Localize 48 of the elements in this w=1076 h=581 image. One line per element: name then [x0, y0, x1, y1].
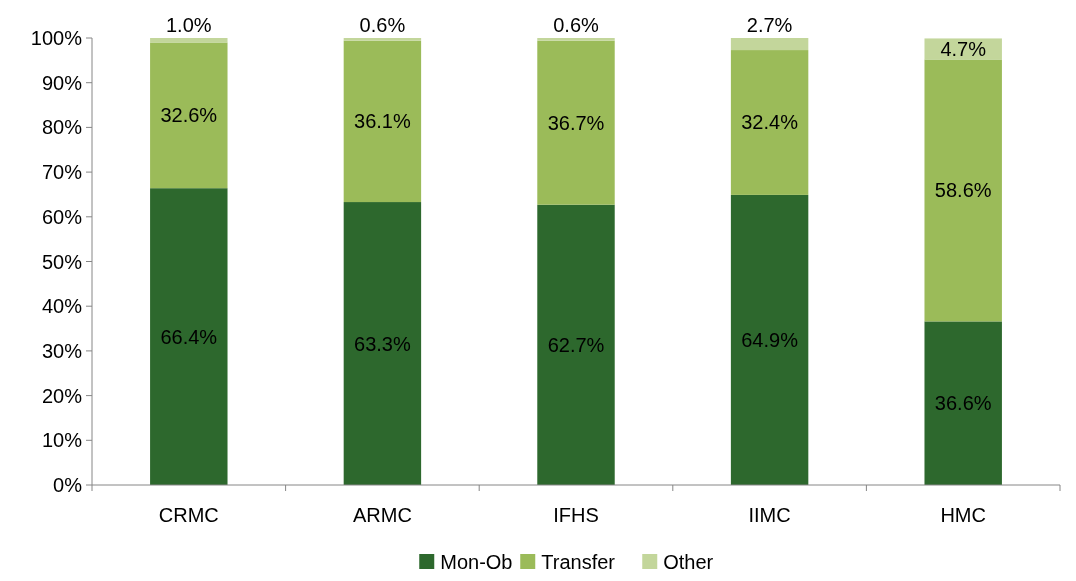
data-label: 0.6% [359, 14, 406, 36]
legend-label: Mon-Ob [440, 551, 513, 573]
y-tick-label: 10% [41, 429, 83, 452]
bar [537, 40, 615, 205]
y-tick-label: 80% [41, 116, 83, 139]
y-tick-label: 40% [41, 295, 83, 318]
x-tick-label: CRMC [158, 504, 219, 526]
y-tick-label: 100% [30, 27, 83, 49]
data-label: 64.9% [741, 328, 799, 351]
bar [150, 188, 228, 485]
data-label: 32.6% [160, 104, 218, 127]
bar [150, 38, 228, 43]
legend-label: Other [663, 551, 714, 573]
x-tick-label: ARMC [352, 504, 412, 526]
bar [150, 42, 228, 189]
bar [537, 204, 615, 485]
y-tick-label: 0% [53, 474, 83, 496]
bar [924, 321, 1002, 485]
data-label: 66.4% [160, 325, 218, 348]
data-label: 36.7% [547, 111, 605, 134]
x-tick-label: HMC [940, 504, 986, 526]
bar [924, 59, 1002, 322]
data-label: 36.6% [934, 392, 992, 415]
legend-label: Transfer [541, 551, 616, 573]
bar [343, 38, 422, 41]
data-label: 62.7% [547, 333, 605, 356]
y-tick-label: 60% [41, 205, 83, 228]
data-label: 0.6% [553, 14, 600, 36]
y-tick-label: 30% [41, 339, 83, 362]
bar [730, 194, 809, 485]
bar [343, 40, 422, 203]
bar [730, 38, 809, 51]
x-tick-label: IIMC [748, 504, 791, 526]
y-tick-label: 70% [41, 161, 83, 184]
data-label: 32.4% [741, 111, 799, 134]
data-label: 36.1% [354, 110, 411, 133]
y-tick-label: 90% [41, 71, 83, 94]
data-label: 4.7% [940, 37, 987, 60]
bar [730, 50, 809, 195]
data-label: 63.3% [354, 332, 411, 355]
data-label: 58.6% [934, 179, 992, 202]
bar [537, 38, 615, 41]
data-label: 2.7% [746, 14, 793, 36]
x-tick-label: IFHS [553, 504, 599, 526]
y-tick-label: 50% [41, 250, 83, 273]
bar [343, 202, 422, 485]
y-tick-label: 20% [41, 384, 83, 407]
data-label: 1.0% [166, 14, 212, 36]
